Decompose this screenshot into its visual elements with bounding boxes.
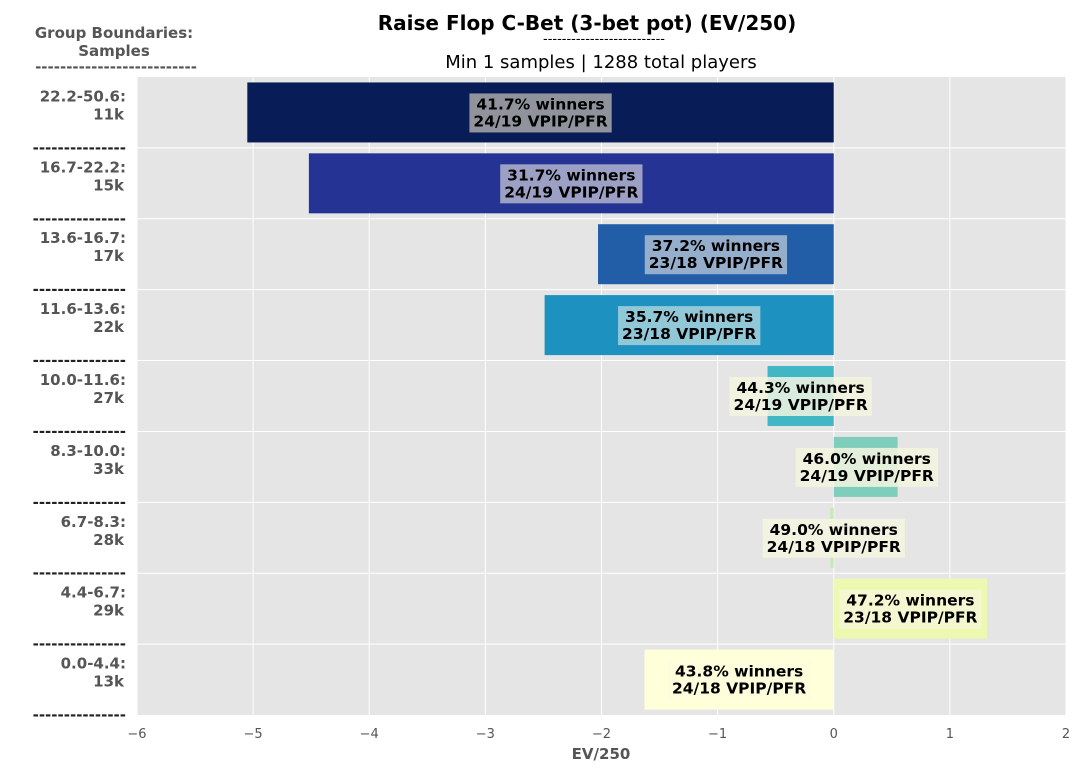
group-separator: --------------- [33,352,126,370]
bar-label-box [762,518,905,558]
bar-label-box [469,93,612,133]
bar-label-vpip-pfr: 24/19 VPIP/PFR [504,183,638,201]
bar-label-box [839,589,982,629]
x-axis-title: EV/250 [572,745,631,763]
group-boundary-label: 22.2-50.6: [40,87,126,105]
bar-label-vpip-pfr: 24/18 VPIP/PFR [767,538,901,556]
group-boundaries-heading: Group Boundaries: [35,24,193,42]
group-samples-label: 22k [93,318,125,336]
group-separator: --------------- [33,281,126,299]
bar-label-vpip-pfr: 24/19 VPIP/PFR [800,467,934,485]
x-tick-label: 2 [1062,727,1070,742]
bar-label-vpip-pfr: 24/18 VPIP/PFR [672,680,806,698]
chart-title: Raise Flop C-Bet (3-bet pot) (EV/250) [378,11,796,35]
group-samples-label: 15k [93,176,125,194]
x-tick-label: 1 [946,727,954,742]
group-samples-label: 17k [93,247,125,265]
chart-title-rule: -------------------------- [543,32,665,47]
group-separator: --------------- [33,493,126,511]
bar-label-winners: 31.7% winners [507,166,635,184]
bar-label-box [729,377,872,416]
group-boundary-label: 0.0-4.4: [61,655,126,673]
bar-label-winners: 41.7% winners [476,95,604,113]
group-boundary-label: 13.6-16.7: [40,229,126,247]
bar-label-box [667,660,811,700]
bar-label-winners: 47.2% winners [846,592,974,610]
group-separator: --------------- [33,422,126,440]
bar-label-vpip-pfr: 23/18 VPIP/PFR [622,325,756,343]
group-separator: --------------- [33,210,126,228]
x-tick-label: −3 [476,727,495,742]
bar-label-box [644,235,788,275]
group-samples-label: 27k [93,389,125,407]
group-separator: --------------- [33,635,126,653]
group-samples-label: 28k [93,531,125,549]
group-samples-label: 11k [93,105,125,123]
x-tick-label: −1 [708,727,727,742]
bar-label-vpip-pfr: 24/19 VPIP/PFR [734,396,868,414]
group-samples-label: 29k [93,602,125,620]
group-boundary-label: 10.0-11.6: [40,371,126,389]
group-samples-label: 33k [93,460,125,478]
bar-label-vpip-pfr: 24/19 VPIP/PFR [473,112,607,130]
heading-rule: -------------------------- [35,58,197,76]
bar-label-vpip-pfr: 23/18 VPIP/PFR [843,609,977,627]
group-boundary-label: 6.7-8.3: [61,513,126,531]
bar-label-winners: 35.7% winners [625,308,753,326]
bar-label-winners: 44.3% winners [737,379,865,397]
group-separator: --------------- [33,564,126,582]
x-tick-label: −6 [127,727,146,742]
bar-label-winners: 46.0% winners [803,450,931,468]
x-tick-label: −4 [360,727,379,742]
bar-label-box [795,447,938,487]
group-boundary-label: 16.7-22.2: [40,158,126,176]
x-tick-label: −2 [592,727,611,742]
group-boundary-label: 11.6-13.6: [40,300,126,318]
bar-label-box [500,164,643,204]
x-axis-ticks: −6 −5 −4 −3 −2 −1 0 1 2 [127,727,1070,742]
group-boundary-label: 8.3-10.0: [50,442,126,460]
bar-label-winners: 49.0% winners [770,521,898,539]
y-axis-labels: 22.2-50.6:11k---------------16.7-22.2:15… [33,87,126,724]
x-tick-label: −5 [244,727,263,742]
chart-subtitle: Min 1 samples | 1288 total players [445,52,757,73]
samples-heading: Samples [78,42,150,60]
group-separator: --------------- [33,706,126,724]
group-samples-label: 13k [93,673,125,691]
x-tick-label: 0 [830,727,838,742]
group-separator: --------------- [33,139,126,157]
group-boundary-label: 4.4-6.7: [61,584,126,602]
bar-label-box [618,306,761,346]
bar-label-winners: 37.2% winners [652,237,780,255]
bar-label-vpip-pfr: 23/18 VPIP/PFR [649,254,783,272]
bar-label-winners: 43.8% winners [675,663,803,681]
